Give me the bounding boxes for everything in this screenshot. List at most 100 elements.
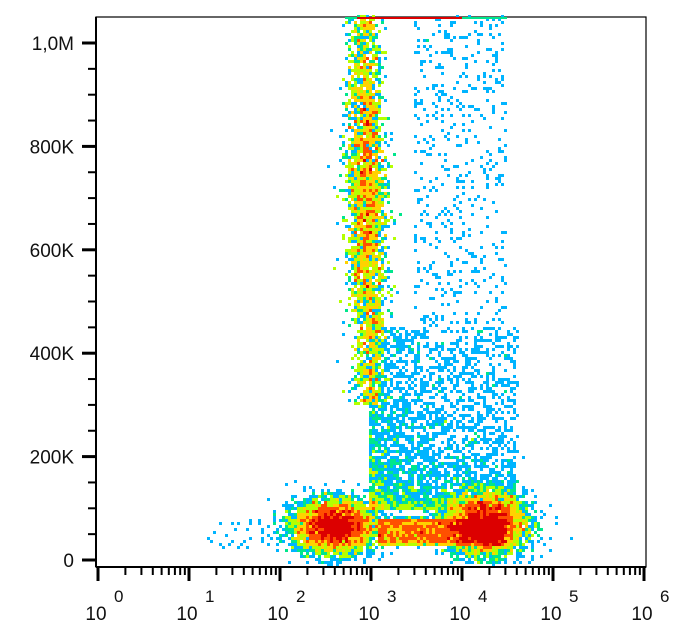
density-cell (351, 129, 354, 132)
density-cell (441, 450, 444, 453)
density-cell (312, 498, 315, 501)
density-cell (414, 519, 417, 522)
density-cell (372, 117, 375, 120)
density-cell (462, 72, 465, 75)
density-cell (288, 531, 291, 534)
density-cell (399, 483, 402, 486)
density-cell (450, 492, 453, 495)
density-cell (498, 495, 501, 498)
density-cell (462, 540, 465, 543)
density-cell (357, 135, 360, 138)
density-cell (315, 534, 318, 537)
density-cell (498, 396, 501, 399)
density-cell (429, 378, 432, 381)
density-cell (441, 489, 444, 492)
density-cell (459, 531, 462, 534)
density-cell (414, 249, 417, 252)
density-cell (315, 537, 318, 540)
density-cell (438, 375, 441, 378)
density-cell (369, 258, 372, 261)
density-cell (246, 546, 249, 549)
density-cell (399, 351, 402, 354)
density-cell (369, 471, 372, 474)
density-cell (504, 444, 507, 447)
density-cell (474, 555, 477, 558)
density-cell (372, 273, 375, 276)
density-cell (387, 462, 390, 465)
density-cell (387, 276, 390, 279)
density-cell (438, 525, 441, 528)
density-cell (411, 375, 414, 378)
density-cell (303, 516, 306, 519)
density-cell (486, 384, 489, 387)
density-cell (339, 135, 342, 138)
density-cell (414, 447, 417, 450)
density-cell (474, 270, 477, 273)
density-cell (300, 507, 303, 510)
density-cell (405, 525, 408, 528)
density-cell (465, 456, 468, 459)
density-cell (291, 504, 294, 507)
density-cell (468, 33, 471, 36)
density-cell (303, 537, 306, 540)
density-cell (453, 435, 456, 438)
density-cell (372, 525, 375, 528)
density-cell (435, 435, 438, 438)
density-cell (327, 561, 330, 564)
density-cell (516, 537, 519, 540)
density-cell (462, 426, 465, 429)
density-cell (414, 291, 417, 294)
density-cell (375, 420, 378, 423)
density-cell (306, 555, 309, 558)
density-cell (309, 546, 312, 549)
density-cell (420, 369, 423, 372)
density-cell (357, 78, 360, 81)
density-cell (519, 516, 522, 519)
density-cell (411, 435, 414, 438)
density-cell (492, 54, 495, 57)
density-cell (426, 390, 429, 393)
density-cell (414, 537, 417, 540)
density-cell (363, 378, 366, 381)
density-cell (504, 459, 507, 462)
density-cell (375, 465, 378, 468)
density-cell (378, 183, 381, 186)
density-cell (516, 555, 519, 558)
density-cell (504, 546, 507, 549)
density-cell (396, 477, 399, 480)
density-cell (375, 24, 378, 27)
density-cell (309, 549, 312, 552)
density-cell (384, 399, 387, 402)
density-cell (354, 321, 357, 324)
density-cell (396, 17, 399, 19)
density-cell (450, 363, 453, 366)
density-cell (495, 483, 498, 486)
density-cell (312, 555, 315, 558)
density-cell (294, 543, 297, 546)
density-cell (435, 342, 438, 345)
density-cell (489, 504, 492, 507)
density-cell (447, 546, 450, 549)
density-cell (468, 378, 471, 381)
density-cell (330, 522, 333, 525)
density-cell (417, 543, 420, 546)
density-cell (417, 489, 420, 492)
density-cell (483, 546, 486, 549)
density-cell (495, 252, 498, 255)
density-cell (372, 510, 375, 513)
density-cell (432, 186, 435, 189)
density-cell (465, 507, 468, 510)
density-cell (504, 354, 507, 357)
density-cell (513, 348, 516, 351)
density-cell (276, 549, 279, 552)
density-cell (441, 426, 444, 429)
density-cell (369, 450, 372, 453)
density-cell (375, 366, 378, 369)
density-cell (339, 513, 342, 516)
density-cell (360, 108, 363, 111)
density-cell (369, 162, 372, 165)
density-cell (327, 555, 330, 558)
density-cell (405, 528, 408, 531)
density-cell (300, 549, 303, 552)
density-cell (378, 225, 381, 228)
